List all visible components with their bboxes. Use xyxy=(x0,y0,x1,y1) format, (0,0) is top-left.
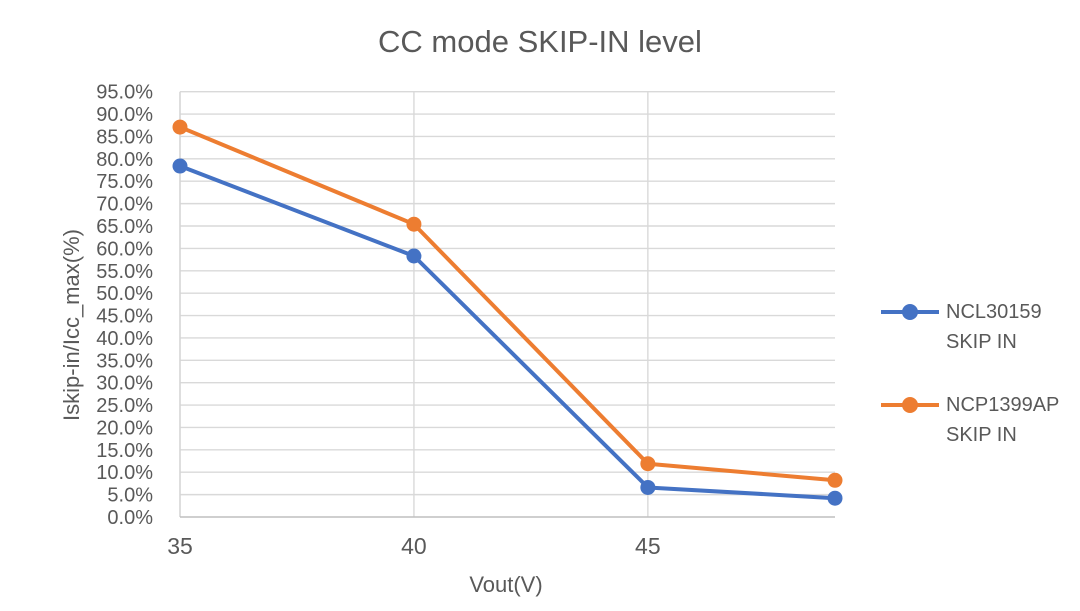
y-tick-label: 5.0% xyxy=(107,485,153,507)
series-point xyxy=(640,456,656,472)
legend-marker-icon xyxy=(881,304,939,320)
y-tick-label: 45.0% xyxy=(96,306,153,328)
legend: NCL30159 SKIP IN NCP1399AP SKIP IN xyxy=(879,297,1080,483)
y-tick-label: 0.0% xyxy=(107,507,153,529)
y-tick-label: 15.0% xyxy=(96,440,153,462)
y-tick-label: 25.0% xyxy=(96,395,153,417)
series-point xyxy=(406,248,422,264)
y-tick-label: 90.0% xyxy=(96,104,153,126)
y-tick-label: 30.0% xyxy=(96,373,153,395)
y-tick-label: 70.0% xyxy=(96,194,153,216)
legend-item-ncp1399ap: NCP1399AP SKIP IN xyxy=(879,390,1080,450)
legend-label-ncl30159: NCL30159 SKIP IN xyxy=(946,301,1042,353)
y-tick-label: 95.0% xyxy=(96,82,153,104)
series-point xyxy=(172,119,188,135)
y-tick-label: 85.0% xyxy=(96,126,153,148)
y-tick-label: 50.0% xyxy=(96,283,153,305)
series-line xyxy=(178,164,837,501)
legend-marker-icon xyxy=(881,397,939,413)
series-point xyxy=(406,216,422,232)
series-point xyxy=(827,490,843,506)
chart-title: CC mode SKIP-IN level xyxy=(378,24,702,59)
y-tick-label: 65.0% xyxy=(96,216,153,238)
y-tick-label: 10.0% xyxy=(96,462,153,484)
y-tick-label: 75.0% xyxy=(96,171,153,193)
y-tick-label: 20.0% xyxy=(96,417,153,439)
x-tick-label: 35 xyxy=(167,533,193,559)
legend-item-ncl30159: NCL30159 SKIP IN xyxy=(879,297,1080,357)
x-axis-title: Vout(V) xyxy=(469,572,543,597)
series-line xyxy=(178,125,837,483)
x-tick-label: 45 xyxy=(635,533,661,559)
x-tick-label: 40 xyxy=(401,533,427,559)
y-tick-label: 40.0% xyxy=(96,328,153,350)
series-point xyxy=(640,479,656,495)
series-point xyxy=(827,472,843,488)
y-tick-label: 60.0% xyxy=(96,238,153,260)
y-tick-label: 55.0% xyxy=(96,261,153,283)
series-point xyxy=(172,158,188,174)
y-tick-label: 35.0% xyxy=(96,350,153,372)
y-tick-label: 80.0% xyxy=(96,149,153,171)
legend-label-ncp1399ap: NCP1399AP SKIP IN xyxy=(946,394,1060,446)
